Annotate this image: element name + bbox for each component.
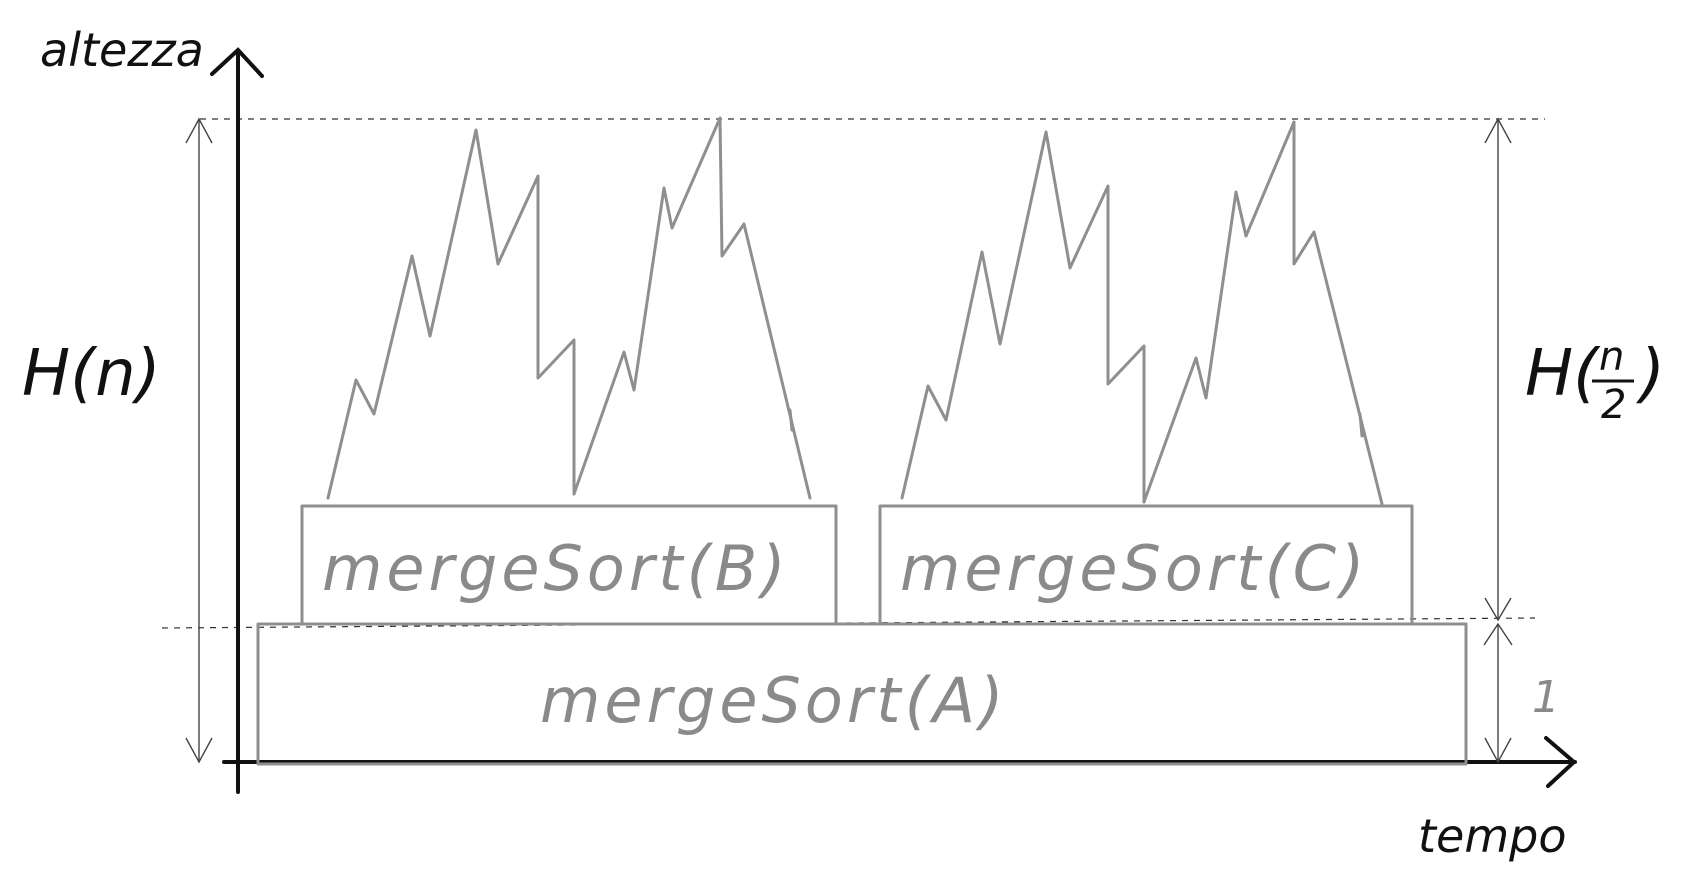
recursion-peaks-b-tick bbox=[788, 408, 794, 432]
y-axis bbox=[210, 47, 264, 794]
box-mergesort-b bbox=[300, 504, 838, 626]
recursion-peaks-b-right bbox=[572, 116, 812, 500]
recursion-peaks-c-tick bbox=[1358, 412, 1364, 438]
box-mergesort-a bbox=[256, 622, 1468, 766]
recursion-peaks-b-left bbox=[326, 128, 576, 500]
x-axis-arrowhead bbox=[1544, 736, 1578, 788]
left-height-measure bbox=[185, 117, 213, 764]
x-axis-label: tempo bbox=[1418, 809, 1567, 863]
right-height-measure bbox=[1484, 117, 1512, 622]
y-axis-label: altezza bbox=[40, 23, 204, 77]
box-mergesort-b-label: mergeSort(B) bbox=[322, 532, 790, 605]
box-mergesort-c-label: mergeSort(C) bbox=[900, 532, 1368, 605]
right-height-numerator: n bbox=[1599, 334, 1624, 380]
box-mergesort-a-label: mergeSort(A) bbox=[540, 664, 1007, 737]
recursion-peaks-c-right bbox=[1142, 120, 1384, 506]
right-height-denominator: 2 bbox=[1601, 382, 1626, 428]
base-unit-label: 1 bbox=[1532, 672, 1560, 723]
right-height-label: H( n 2 ) bbox=[1525, 334, 1665, 428]
box-mergesort-c bbox=[878, 504, 1414, 626]
right-height-prefix: H( bbox=[1525, 337, 1601, 411]
base-unit-measure bbox=[1483, 622, 1513, 764]
x-axis bbox=[222, 736, 1578, 788]
right-height-suffix: ) bbox=[1636, 337, 1665, 411]
y-axis-arrowhead bbox=[210, 47, 264, 78]
recursion-peaks-c-left bbox=[900, 130, 1146, 504]
left-height-label: H(n) bbox=[22, 337, 161, 411]
